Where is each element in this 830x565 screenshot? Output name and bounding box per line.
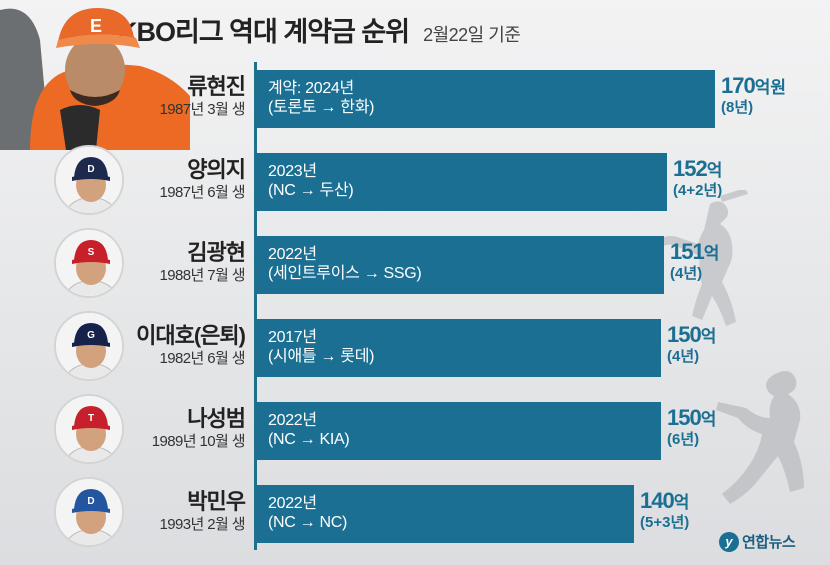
player-avatar: G bbox=[54, 311, 124, 381]
player-name: 양의지 bbox=[187, 157, 246, 182]
contract-term: (6년) bbox=[667, 431, 700, 448]
contract-detail: 2023년 (NC → 두산) bbox=[268, 162, 354, 200]
contract-detail: 계약: 2024년 (토론토 → 한화) bbox=[268, 79, 374, 117]
contract-detail: 2022년 (세인트루이스 → SSG) bbox=[268, 245, 422, 283]
chart-subtitle: 2월22일 기준 bbox=[423, 25, 521, 45]
contract-year: 2022년 bbox=[268, 495, 317, 512]
chart-title: KBO리그 역대 계약금 순위 bbox=[118, 17, 410, 47]
value-label: 151억 (4년) bbox=[670, 239, 719, 283]
svg-text:G: G bbox=[87, 330, 95, 341]
value-label: 140억 (5+3년) bbox=[640, 488, 689, 532]
value-label: 152억 (4+2년) bbox=[673, 156, 722, 200]
player-label: 나성범 1989년 10월 생 bbox=[151, 406, 246, 452]
player-name: 류현진 bbox=[187, 74, 246, 99]
player-photo-large: E bbox=[0, 0, 190, 150]
bar bbox=[257, 485, 634, 543]
player-name: 나성범 bbox=[187, 406, 246, 431]
player-avatar: D bbox=[54, 477, 124, 547]
value-unit: 억 bbox=[703, 244, 720, 263]
player-avatar: D bbox=[54, 145, 124, 215]
value-unit: 억 bbox=[673, 493, 690, 512]
player-name: 박민우 bbox=[187, 489, 246, 514]
batter-silhouette bbox=[652, 190, 748, 326]
svg-text:D: D bbox=[87, 164, 94, 175]
value-number: 152 bbox=[673, 156, 708, 181]
chart-header: KBO리그 역대 계약금 순위 2월22일 기준 bbox=[118, 10, 521, 50]
player-birth: 1989년 10월 생 bbox=[151, 433, 246, 450]
value-unit: 억원 bbox=[754, 78, 786, 97]
player-birth: 1982년 6월 생 bbox=[159, 350, 246, 367]
player-name: 김광현 bbox=[187, 240, 246, 265]
pitcher-silhouette bbox=[716, 371, 804, 504]
value-number: 170 bbox=[721, 73, 756, 98]
player-name: 이대호(은퇴) bbox=[136, 323, 246, 348]
value-number: 150 bbox=[667, 322, 702, 347]
bar bbox=[257, 402, 661, 460]
player-avatar: T bbox=[54, 394, 124, 464]
player-birth: 1993년 2월 생 bbox=[159, 516, 246, 533]
contract-move: (NC → 두산) bbox=[268, 182, 354, 199]
contract-move: (시애틀 → 롯데) bbox=[268, 348, 375, 365]
value-number: 150 bbox=[667, 405, 702, 430]
source-text: 연합뉴스 bbox=[742, 534, 796, 551]
contract-detail: 2022년 (NC → NC) bbox=[268, 494, 347, 532]
player-avatar: S bbox=[54, 228, 124, 298]
value-number: 151 bbox=[670, 239, 705, 264]
player-label: 김광현 1988년 7월 생 bbox=[159, 240, 246, 286]
svg-text:T: T bbox=[88, 413, 94, 424]
contract-move: (토론토 → 한화) bbox=[268, 99, 375, 116]
yonhap-logo-icon: y bbox=[719, 531, 739, 552]
player-label: 양의지 1987년 6월 생 bbox=[159, 157, 246, 203]
bar bbox=[257, 319, 661, 377]
value-unit: 억 bbox=[706, 161, 723, 180]
value-unit: 억 bbox=[700, 327, 717, 346]
player-birth: 1987년 3월 생 bbox=[159, 101, 246, 118]
contract-year: 2022년 bbox=[268, 412, 317, 429]
contract-term: (5+3년) bbox=[640, 514, 690, 531]
player-label: 이대호(은퇴) 1982년 6월 생 bbox=[136, 323, 246, 369]
bar bbox=[257, 236, 664, 294]
player-label: 류현진 1987년 3월 생 bbox=[159, 74, 246, 120]
svg-text:D: D bbox=[87, 496, 94, 507]
value-unit: 억 bbox=[700, 410, 717, 429]
bar bbox=[257, 153, 667, 211]
contract-term: (4+2년) bbox=[673, 182, 723, 199]
value-label: 170억원 (8년) bbox=[721, 73, 786, 117]
contract-year: 2023년 bbox=[268, 163, 317, 180]
svg-text:E: E bbox=[90, 16, 102, 36]
contract-move: (NC → NC) bbox=[268, 514, 348, 531]
contract-year: 계약: 2024년 bbox=[268, 80, 354, 97]
svg-text:S: S bbox=[88, 247, 95, 258]
player-birth: 1988년 7월 생 bbox=[159, 267, 246, 284]
bar bbox=[257, 70, 715, 128]
contract-move: (세인트루이스 → SSG) bbox=[268, 265, 422, 282]
value-label: 150억 (6년) bbox=[667, 405, 716, 449]
contract-year: 2022년 bbox=[268, 246, 317, 263]
chart-axis-line bbox=[254, 62, 257, 550]
source-logo: y 연합뉴스 bbox=[719, 531, 796, 552]
contract-detail: 2017년 (시애틀 → 롯데) bbox=[268, 328, 374, 366]
player-birth: 1987년 6월 생 bbox=[159, 184, 246, 201]
contract-term: (8년) bbox=[721, 99, 754, 116]
contract-move: (NC → KIA) bbox=[268, 431, 350, 448]
value-number: 140 bbox=[640, 488, 675, 513]
contract-term: (4년) bbox=[670, 265, 703, 282]
player-label: 박민우 1993년 2월 생 bbox=[159, 489, 246, 535]
contract-term: (4년) bbox=[667, 348, 700, 365]
contract-detail: 2022년 (NC → KIA) bbox=[268, 411, 350, 449]
contract-year: 2017년 bbox=[268, 329, 317, 346]
value-label: 150억 (4년) bbox=[667, 322, 716, 366]
